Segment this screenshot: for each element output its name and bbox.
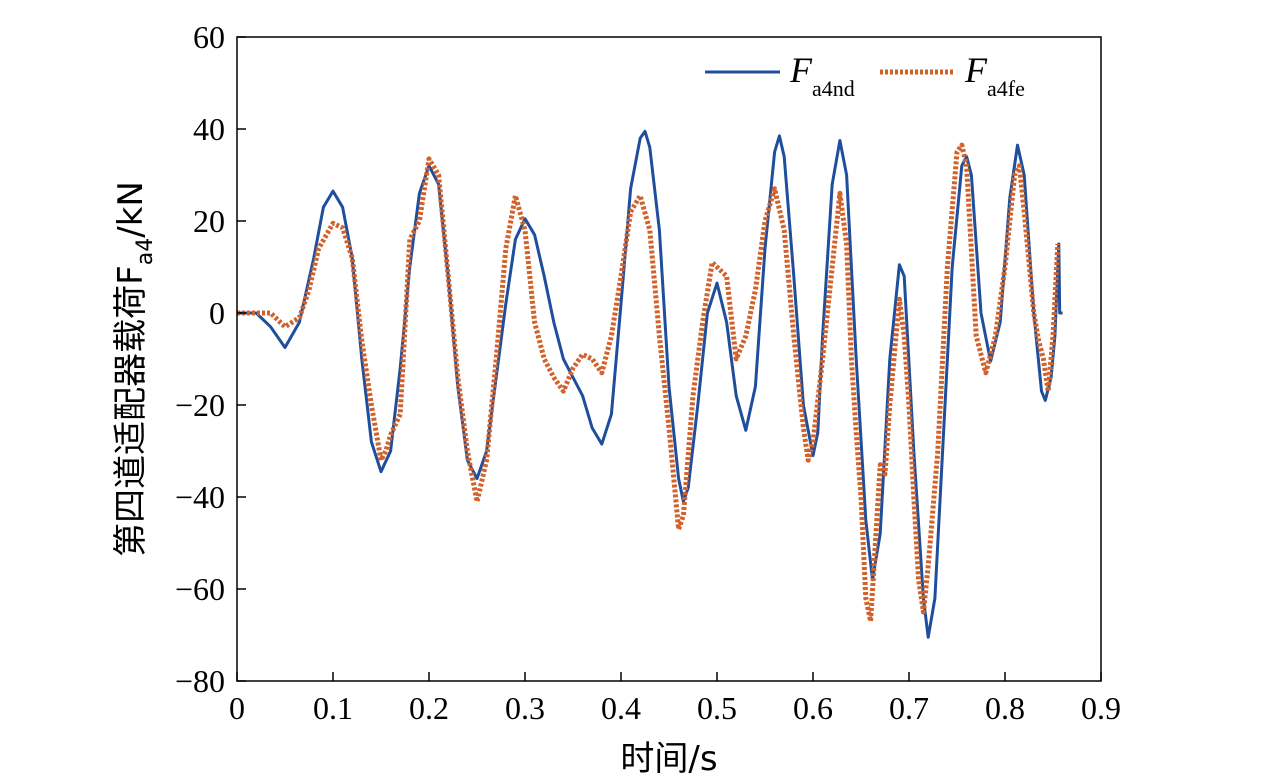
x-tick-label: 0.3 bbox=[505, 690, 545, 726]
series-layer bbox=[237, 129, 1063, 639]
y-tick-label: −40 bbox=[175, 479, 225, 515]
x-tick-label: 0 bbox=[229, 690, 245, 726]
x-tick-label: 0.1 bbox=[313, 690, 353, 726]
legend-label-a4fe: Fa4fe bbox=[964, 50, 1025, 101]
x-tick-label: 0.5 bbox=[697, 690, 737, 726]
y-tick-label: −20 bbox=[175, 387, 225, 423]
y-tick-label: 40 bbox=[193, 111, 225, 147]
ticks-layer: 0 0.1 0.2 0.3 0.4 0.5 0.6 0.7 0.8 0.9 60 40 20 0 −20 −4… bbox=[175, 19, 1121, 726]
y-tick-label: 0 bbox=[209, 295, 225, 331]
x-tick-label: 0.2 bbox=[409, 690, 449, 726]
y-tick-label: −80 bbox=[175, 663, 225, 699]
x-tick-label: 0.7 bbox=[889, 690, 929, 726]
y-tick-label: −60 bbox=[175, 571, 225, 607]
legend: Fa4nd Fa4fe bbox=[705, 50, 1025, 101]
series-line-a4nd bbox=[237, 129, 1063, 639]
x-tick-label: 0.6 bbox=[793, 690, 833, 726]
y-tick-label: 60 bbox=[193, 19, 225, 55]
legend-label-a4nd: Fa4nd bbox=[789, 50, 855, 101]
series-line-a4fe bbox=[237, 142, 1061, 624]
x-axis-title: 时间/s bbox=[620, 739, 717, 779]
x-tick-label: 0.4 bbox=[601, 690, 641, 726]
plot-frame bbox=[236, 36, 1102, 682]
x-tick-label: 0.8 bbox=[985, 690, 1025, 726]
x-tick-label: 0.9 bbox=[1081, 690, 1121, 726]
y-axis-title: 第四道适配器载荷Fa4/kN bbox=[111, 181, 158, 557]
y-tick-label: 20 bbox=[193, 203, 225, 239]
